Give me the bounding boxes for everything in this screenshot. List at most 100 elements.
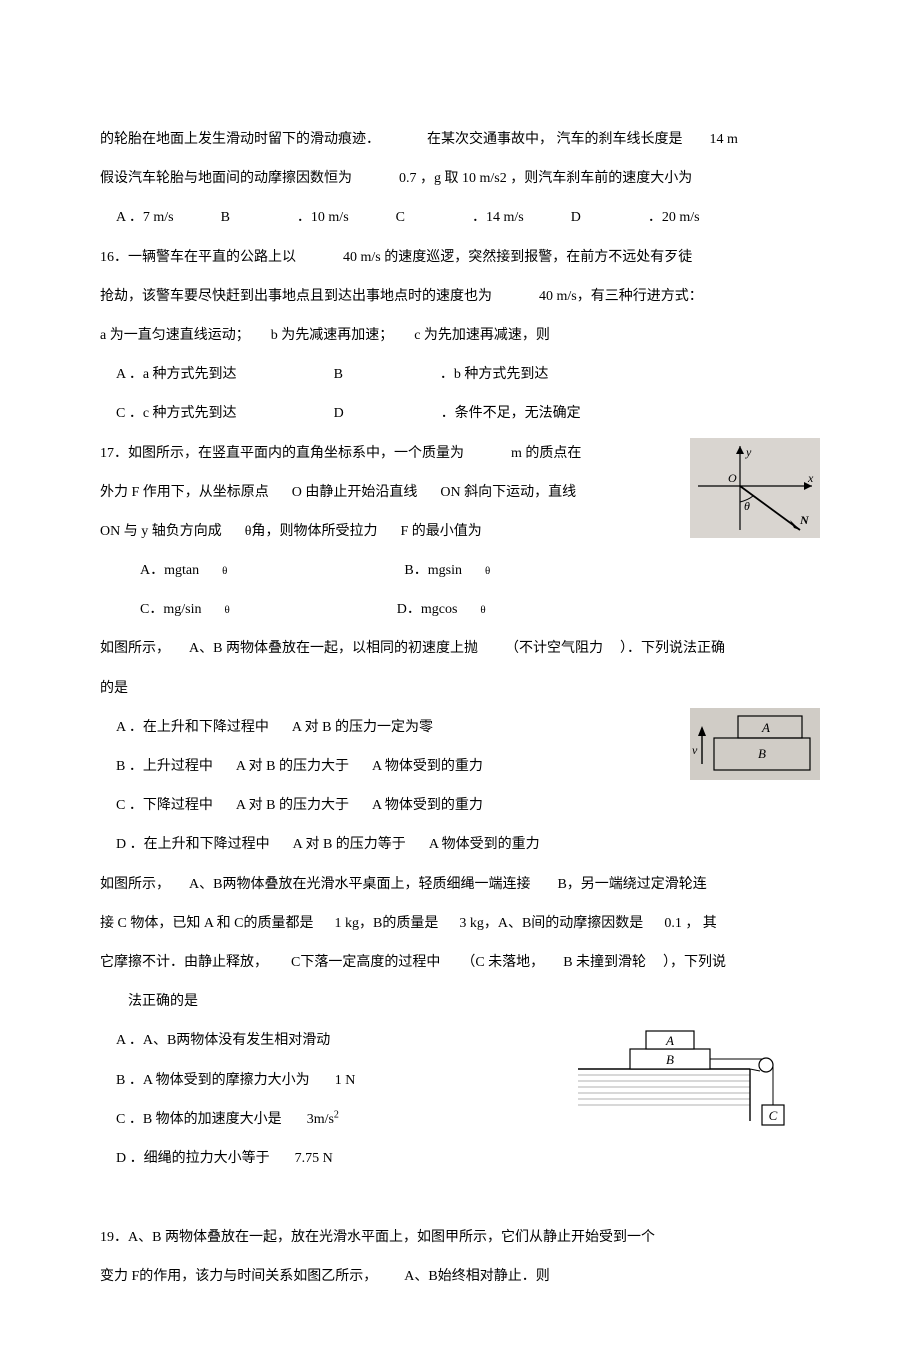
n-label: N <box>799 513 810 527</box>
q18a-options-block: A B v A ．在上升和下降过程中 A 对 B 的压力一定为零 B ．上升过程… <box>100 708 820 786</box>
a-label: A <box>761 720 770 735</box>
text: D ．在上升和下降过程中 <box>116 837 270 852</box>
text: 14 m <box>710 132 738 147</box>
text: 接 C 物体，已知 A 和 C的质量都是 <box>100 916 314 931</box>
a-label: A <box>665 1033 674 1048</box>
text: 在某次交通事故中， <box>427 132 553 147</box>
text: A 对 B 的压力大于 <box>236 759 349 774</box>
text: 法正确的是 <box>128 994 198 1009</box>
text: 汽车的刹车线长度是 <box>557 132 683 147</box>
text: θ <box>224 595 229 626</box>
text: C ．下降过程中 <box>116 798 213 813</box>
text: ）．下列说法正确 <box>620 641 725 656</box>
q18b-figure: B A C <box>570 1021 800 1131</box>
q15-line2: 假设汽车轮胎与地面间的动摩擦因数恒为 0.7 ，g 取 10 m/s2 ，则汽车… <box>100 159 820 198</box>
text: 7.75 N <box>295 1151 333 1166</box>
q18a-opt-c: C ．下降过程中 A 对 B 的压力大于 A 物体受到的重力 <box>100 786 820 825</box>
q18b-line3: 它摩擦不计．由静止释放， C下落一定高度的过程中 （C 未落地， B 未撞到滑轮… <box>100 943 820 982</box>
pulley-diagram: B A C <box>570 1021 800 1131</box>
text: 抢劫，该警车要尽快赶到出事地点且到达出事地点时的速度也为 <box>100 289 492 304</box>
coordinate-diagram: y x O θ N <box>690 438 820 538</box>
text: a 为一直匀速直线运动； <box>100 328 250 343</box>
q18b-line1: 如图所示， A、B两物体叠放在光滑水平桌面上，轻质细绳一端连接 B，另一端绕过定… <box>100 865 820 904</box>
text: A、B始终相对静止．则 <box>404 1269 549 1284</box>
text: ON 斜向下运动，直线 <box>440 485 576 500</box>
b-label: B <box>666 1052 674 1067</box>
text: θ <box>485 556 490 587</box>
text: A 物体受到的重力 <box>372 798 483 813</box>
q16-line2: 抢劫，该警车要尽快赶到出事地点且到达出事地点时的速度也为 40 m/s，有三种行… <box>100 277 820 316</box>
text: 17．如图所示，在竖直平面内的直角坐标系中，一个质量为 <box>100 446 464 461</box>
text: 变力 F的作用，该力与时间关系如图乙所示， <box>100 1269 377 1284</box>
q19-line1: 19．A、B 两物体叠放在一起，放在光滑水平面上，如图甲所示，它们从静止开始受到… <box>100 1218 820 1257</box>
q16-options-ab: A ．a 种方式先到达 B ．b 种方式先到达 <box>100 355 820 394</box>
q17-options-cd: C．mg/sin θ D．mgcos θ <box>100 590 820 629</box>
text: A 对 B 的压力大于 <box>236 798 349 813</box>
q18a-figure: A B v <box>690 708 820 780</box>
text: 1 N <box>335 1073 356 1088</box>
text: D ．细绳的拉力大小等于 <box>116 1151 270 1166</box>
text: 40 m/s 的速度巡逻，突然接到报警，在前方不远处有歹徒 <box>343 250 692 265</box>
text: 1 kg，B的质量是 <box>335 916 439 931</box>
q16-opt-a: A ．a 种方式先到达 <box>116 355 237 394</box>
q17-figure: y x O θ N <box>690 438 820 538</box>
text: B 未撞到滑轮 <box>563 955 646 970</box>
q16-options-cd: C ．c 种方式先到达 D ．条件不足，无法确定 <box>100 394 820 433</box>
text: B ．A 物体受到的摩擦力大小为 <box>116 1073 310 1088</box>
b-label: B <box>758 746 766 761</box>
q18a-opt-d: D ．在上升和下降过程中 A 对 B 的压力等于 A 物体受到的重力 <box>100 825 820 864</box>
origin-label: O <box>728 471 737 485</box>
text: m 的质点在 <box>511 446 581 461</box>
text: （C 未落地， <box>461 955 544 970</box>
text: 的是 <box>100 681 128 696</box>
q18b-line2: 接 C 物体，已知 A 和 C的质量都是 1 kg，B的质量是 3 kg，A、B… <box>100 904 820 943</box>
text: 外力 F 作用下，从坐标原点 <box>100 485 269 500</box>
text: B ．上升过程中 <box>116 759 213 774</box>
q18a-line2: 的是 <box>100 669 820 708</box>
y-axis-label: y <box>745 445 752 459</box>
q16-opt-c: C ．c 种方式先到达 <box>116 394 237 433</box>
q15-opt-d: D <box>571 198 581 237</box>
text: 3m/s <box>307 1112 334 1127</box>
text: ．20 m/s <box>648 198 700 237</box>
q18b-line4: 法正确的是 <box>100 982 820 1021</box>
q16-opt-d: D <box>334 394 344 433</box>
q16-line3: a 为一直匀速直线运动； b 为先减速再加速； c 为先加速再减速，则 <box>100 316 820 355</box>
text: 3 kg，A、B间的动摩擦因数是 <box>459 916 643 931</box>
q19-line2: 变力 F的作用，该力与时间关系如图乙所示， A、B始终相对静止．则 <box>100 1257 820 1296</box>
text: 的轮胎在地面上发生滑动时留下的滑动痕迹． <box>100 132 380 147</box>
text: （不计空气阻力 <box>505 641 603 656</box>
q17-block: y x O θ N 17．如图所示，在竖直平面内的直角坐标系中，一个质量为 m … <box>100 434 820 552</box>
text: 0.1 ， 其 <box>664 916 717 931</box>
text: A 物体受到的重力 <box>429 837 540 852</box>
document-page: 的轮胎在地面上发生滑动时留下的滑动痕迹． 在某次交通事故中， 汽车的刹车线长度是… <box>0 0 920 1356</box>
text: 如图所示， <box>100 877 170 892</box>
text: A 对 B 的压力一定为零 <box>292 720 433 735</box>
text: θ <box>480 595 485 626</box>
text: A ．在上升和下降过程中 <box>116 720 269 735</box>
text: F 的最小值为 <box>400 524 481 539</box>
text: A、B 两物体叠放在一起，以相同的初速度上抛 <box>189 641 478 656</box>
text: A ．A、B两物体没有发生相对滑动 <box>116 1033 330 1048</box>
text: θ角，则物体所受拉力 <box>245 524 378 539</box>
text: A 对 B 的压力等于 <box>293 837 406 852</box>
text: c 为先加速再减速，则 <box>414 328 550 343</box>
text: 19．A、B 两物体叠放在一起，放在光滑水平面上，如图甲所示，它们从静止开始受到… <box>100 1230 655 1245</box>
text: ON 与 y 轴负方向成 <box>100 524 222 539</box>
q17-opt-b: B．mgsin <box>404 551 462 590</box>
text: O 由静止开始沿直线 <box>292 485 418 500</box>
text: θ <box>222 556 227 587</box>
q16-opt-b: B <box>334 355 343 394</box>
q16-line1: 16．一辆警车在平直的公路上以 40 m/s 的速度巡逻，突然接到报警，在前方不… <box>100 238 820 277</box>
q18a-line1: 如图所示， A、B 两物体叠放在一起，以相同的初速度上抛 （不计空气阻力 ）．下… <box>100 629 820 668</box>
text: 它摩擦不计．由静止释放， <box>100 955 268 970</box>
q15-opt-a: A ．7 m/s <box>116 198 174 237</box>
q15-opt-c: C <box>396 198 405 237</box>
text: ．14 m/s <box>472 198 524 237</box>
q18b-options-block: B A C A ．A、B两物体没有发生相对滑动 B ．A 物体受到的摩擦力大小为 <box>100 1021 820 1139</box>
text: 16．一辆警车在平直的公路上以 <box>100 250 296 265</box>
q15-opt-b: B <box>221 198 230 237</box>
text: A 物体受到的重力 <box>372 759 483 774</box>
text: ．条件不足，无法确定 <box>441 394 581 433</box>
q15-options: A ．7 m/s B ．10 m/s C ．14 m/s D ．20 m/s <box>100 198 820 237</box>
